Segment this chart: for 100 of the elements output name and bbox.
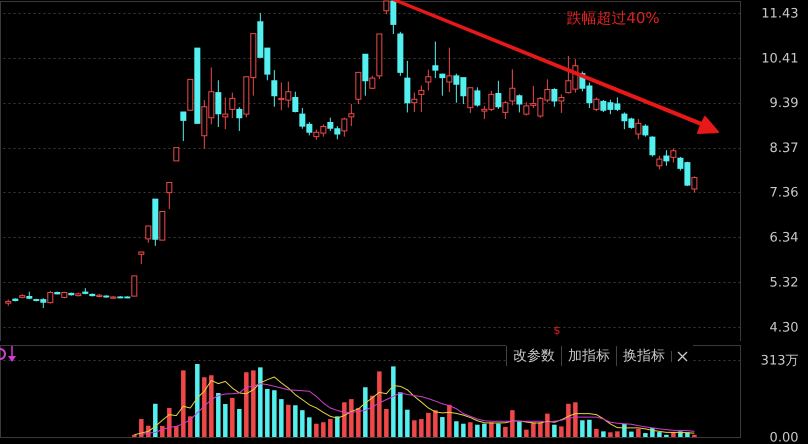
y-tick-label: 11.43: [761, 6, 798, 22]
bar: [251, 370, 256, 437]
candlestick: [432, 41, 438, 79]
y-tick-label: 8.37: [770, 141, 798, 156]
bar: [139, 419, 144, 437]
bar: [440, 417, 445, 437]
bar: [216, 392, 221, 437]
bar: [188, 416, 193, 437]
bar: [349, 399, 354, 437]
bar: [496, 424, 501, 437]
bar: [363, 387, 368, 437]
candlestick: [138, 251, 144, 264]
y-tick-label: 10.41: [761, 51, 798, 66]
candlestick: [131, 275, 138, 298]
bar: [475, 424, 480, 437]
y-tick-label: 4.30: [770, 320, 798, 336]
bar: [300, 410, 305, 437]
candlestick: [166, 182, 172, 210]
bar: [608, 432, 613, 437]
bar: [153, 404, 158, 437]
bar: [552, 424, 557, 437]
candlestick: [467, 87, 474, 114]
candlestick: [173, 147, 180, 162]
bar: [181, 370, 186, 437]
bar: [167, 408, 172, 437]
candlestick: [691, 176, 698, 194]
candlestick: [446, 47, 452, 93]
bar: [468, 422, 473, 437]
candlestick: [145, 226, 152, 244]
candlestick: [180, 111, 186, 142]
bar: [433, 410, 438, 437]
candlestick: [558, 94, 564, 114]
bar: [482, 424, 487, 437]
annotation: 换指标: [616, 346, 671, 366]
bar: [573, 402, 578, 437]
bar: [307, 417, 312, 437]
candlestick: [348, 104, 354, 127]
bar: [377, 371, 382, 437]
candlestick: [495, 80, 502, 110]
candlestick: [670, 148, 676, 164]
candlestick: [229, 92, 236, 119]
bar: [580, 420, 585, 437]
bar: [342, 402, 347, 437]
candlestick: [502, 100, 508, 120]
bar: [202, 377, 207, 437]
bar: [174, 426, 179, 437]
bar: [279, 399, 284, 437]
bar: [657, 432, 662, 437]
bar: [265, 389, 270, 437]
bar: [384, 408, 389, 437]
bar: [636, 428, 641, 437]
candlestick: [663, 150, 670, 166]
y-tick-label: 7.36: [770, 186, 798, 201]
candlestick: [215, 80, 222, 128]
bar: [510, 410, 515, 437]
bar: [335, 416, 340, 437]
candlestick: [551, 88, 558, 108]
annotation: $: [554, 324, 560, 337]
bar: [643, 433, 648, 437]
bar: [419, 419, 424, 437]
bar: [545, 414, 550, 437]
candlestick: [474, 86, 480, 108]
bar: [531, 422, 536, 437]
bar: [195, 364, 200, 437]
candlestick: [509, 68, 516, 106]
bar: [370, 396, 375, 437]
candlestick: [439, 73, 446, 96]
annotation: 跌幅超过40%: [566, 9, 660, 27]
bar: [594, 428, 599, 437]
y-tick-label: 313万: [760, 354, 798, 369]
bar: [258, 367, 263, 437]
bar: [230, 398, 235, 437]
candlestick: [341, 117, 348, 138]
bar: [412, 420, 417, 437]
y-tick-label: 0.00: [770, 430, 798, 444]
bar: [286, 404, 291, 437]
candlestick: [292, 91, 298, 113]
y-tick-label: 9.39: [770, 96, 798, 112]
candlestick: [390, 0, 396, 35]
candlestick: [47, 290, 54, 304]
candlestick: [222, 96, 228, 130]
y-tick-label: 5.32: [770, 275, 798, 290]
bar: [517, 421, 522, 437]
bar: [244, 372, 249, 437]
bar: [587, 420, 592, 437]
candlestick: [236, 106, 242, 132]
bar: [524, 430, 529, 437]
candlestick: [369, 75, 376, 90]
candlestick: [271, 70, 278, 108]
bar: [321, 422, 326, 437]
bar: [223, 404, 228, 437]
bar: [447, 404, 452, 437]
y-tick-label: 6.34: [770, 230, 798, 246]
candlestick: [649, 136, 656, 157]
bar: [461, 424, 466, 437]
bar: [391, 366, 396, 437]
bar: [209, 375, 214, 437]
bar: [356, 408, 361, 437]
bar: [629, 432, 634, 437]
bar: [601, 431, 606, 437]
